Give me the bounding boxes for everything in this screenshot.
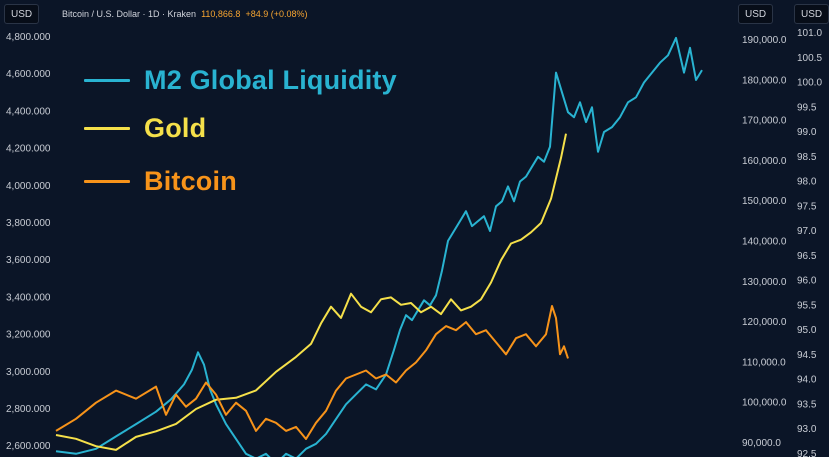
left-axis-unit-badge: USD bbox=[4, 4, 40, 24]
right-axis-2-tick: 99.5 bbox=[797, 102, 817, 113]
right-axis-2-unit-badge: USD bbox=[794, 4, 829, 24]
legend-line-m2 bbox=[84, 79, 130, 82]
right-axis-2-tick: 95.5 bbox=[797, 300, 817, 311]
right-axis-2-tick: 94.0 bbox=[797, 375, 817, 386]
symbol-label: Bitcoin / U.S. Dollar · 1D · Kraken bbox=[62, 9, 197, 19]
right-axis-2-tick: 96.5 bbox=[797, 251, 817, 262]
right-axis-2-tick: 101.0 bbox=[797, 28, 822, 39]
left-axis-tick: 3,800.000 bbox=[6, 218, 51, 229]
right-axis-2-tick: 100.0 bbox=[797, 78, 822, 89]
right-axis-2-tick: 97.5 bbox=[797, 201, 817, 212]
legend-label-gold: Gold bbox=[144, 113, 207, 143]
symbol-header: Bitcoin / U.S. Dollar · 1D · Kraken 110,… bbox=[62, 9, 308, 19]
right-axis-2-tick: 94.5 bbox=[797, 350, 817, 361]
legend-label-m2: M2 Global Liquidity bbox=[144, 65, 397, 95]
legend-item-bitcoin: Bitcoin bbox=[84, 166, 237, 197]
legend-line-gold bbox=[84, 127, 130, 130]
left-axis-tick: 4,400.000 bbox=[6, 106, 51, 117]
last-price: 110,866.8 bbox=[201, 9, 241, 19]
right-axis-2-tick: 93.0 bbox=[797, 424, 817, 435]
series-line-gold bbox=[55, 133, 567, 451]
right-axis-2-tick: 98.5 bbox=[797, 152, 817, 163]
right-axis-tick: 120,000.0 bbox=[742, 317, 787, 328]
left-axis-tick: 4,000.000 bbox=[6, 181, 51, 192]
series-line-m2 bbox=[55, 36, 703, 457]
right-axis-2-tick: 100.5 bbox=[797, 53, 822, 64]
right-axis-2-tick: 99.0 bbox=[797, 127, 817, 138]
left-axis-tick: 3,000.000 bbox=[6, 367, 51, 378]
left-axis-tick: 2,600.000 bbox=[6, 441, 51, 452]
right-axis-tick: 140,000.0 bbox=[742, 237, 787, 248]
series-line-bitcoin bbox=[55, 305, 569, 440]
right-axis-unit-badge: USD bbox=[738, 4, 774, 24]
left-axis-tick: 4,800.000 bbox=[6, 32, 51, 43]
right-axis-tick: 160,000.0 bbox=[742, 156, 787, 167]
right-axis-tick: 100,000.0 bbox=[742, 398, 787, 409]
left-axis-tick: 4,600.000 bbox=[6, 69, 51, 80]
right-axis-tick: 150,000.0 bbox=[742, 196, 787, 207]
left-axis-tick: 2,800.000 bbox=[6, 404, 51, 415]
right-axis-tick: 180,000.0 bbox=[742, 75, 787, 86]
right-axis-tick: 90,000.0 bbox=[742, 438, 781, 449]
right-axis-2-tick: 93.5 bbox=[797, 399, 817, 410]
legend-line-bitcoin bbox=[84, 180, 130, 183]
left-axis-tick: 3,400.000 bbox=[6, 292, 51, 303]
price-change: +84.9 (+0.08%) bbox=[245, 9, 308, 19]
right-axis-2-tick: 96.0 bbox=[797, 276, 817, 287]
right-axis-tick: 190,000.0 bbox=[742, 35, 787, 46]
left-axis-tick: 4,200.000 bbox=[6, 144, 51, 155]
right-axis-2-tick: 92.5 bbox=[797, 449, 817, 457]
right-axis-2-tick: 95.0 bbox=[797, 325, 817, 336]
right-axis-tick: 110,000.0 bbox=[742, 357, 786, 368]
legend-item-m2: M2 Global Liquidity bbox=[84, 65, 397, 96]
right-axis-tick: 130,000.0 bbox=[742, 277, 787, 288]
right-axis-2-tick: 98.0 bbox=[797, 177, 817, 188]
left-axis-tick: 3,600.000 bbox=[6, 255, 51, 266]
right-axis-2-tick: 97.0 bbox=[797, 226, 817, 237]
left-axis-tick: 3,200.000 bbox=[6, 330, 51, 341]
right-axis-tick: 170,000.0 bbox=[742, 116, 787, 127]
legend-item-gold: Gold bbox=[84, 113, 206, 144]
legend-label-bitcoin: Bitcoin bbox=[144, 166, 237, 196]
